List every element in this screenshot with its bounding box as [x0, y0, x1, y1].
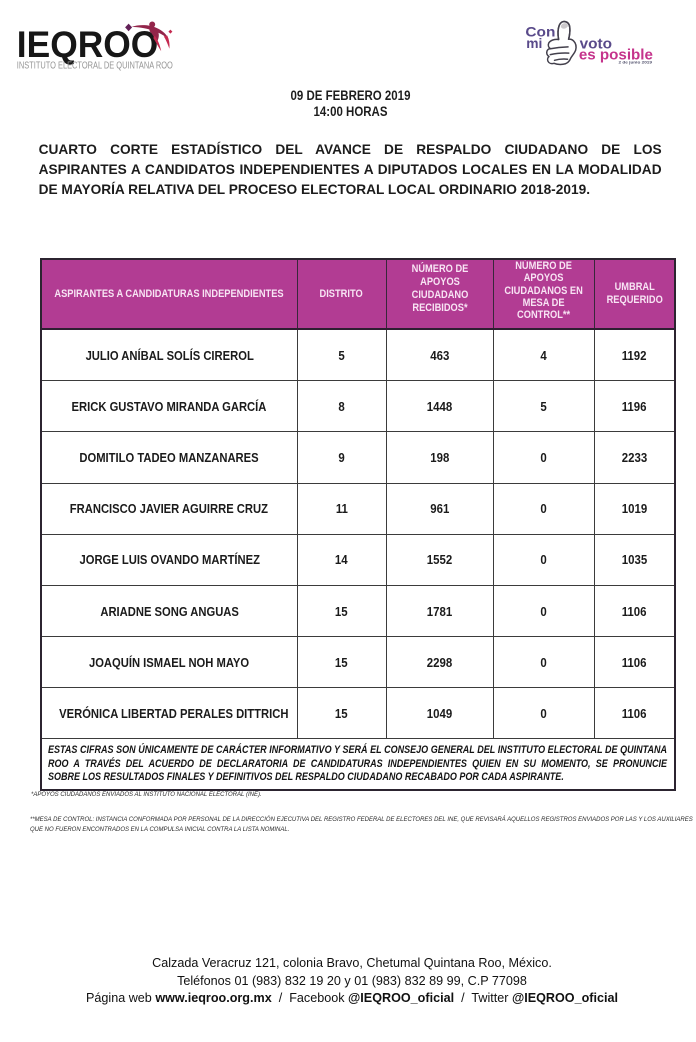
- svg-text:voto: voto: [580, 37, 612, 53]
- svg-text:es posible: es posible: [579, 47, 653, 64]
- svg-text:mi: mi: [526, 36, 542, 51]
- svg-text:INSTITUTO ELECTORAL DE QUINTAN: INSTITUTO ELECTORAL DE QUINTANA ROO: [17, 60, 173, 71]
- svg-text:Con: Con: [525, 24, 555, 39]
- svg-text:2 de junio 2019: 2 de junio 2019: [619, 59, 653, 64]
- svg-text:IEQROO: IEQROO: [17, 23, 159, 65]
